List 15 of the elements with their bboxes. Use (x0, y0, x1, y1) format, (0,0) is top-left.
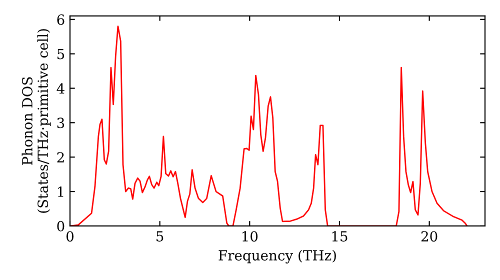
y-tick-label: 5 (57, 48, 64, 60)
x-tick-label: 10 (242, 231, 258, 242)
y-tick-label: 0 (57, 220, 64, 232)
x-tick-label: 20 (421, 231, 438, 242)
x-tick-label: 15 (332, 231, 348, 242)
x-tick-label: 5 (156, 231, 164, 242)
line-series (70, 26, 468, 226)
x-axis-title: Frequency (THz) (218, 250, 336, 264)
y-axis-title: Phonon DOS (States/THz·primitive cell) (22, 29, 51, 213)
y-tick-label: 1 (58, 186, 64, 197)
y-tick-label: 2 (57, 152, 64, 162)
y-tick-label: 3 (57, 118, 64, 128)
y-tick-label: 4 (56, 83, 64, 94)
x-tick-label: 0 (66, 231, 74, 242)
y-tick-label: 6 (57, 14, 64, 25)
